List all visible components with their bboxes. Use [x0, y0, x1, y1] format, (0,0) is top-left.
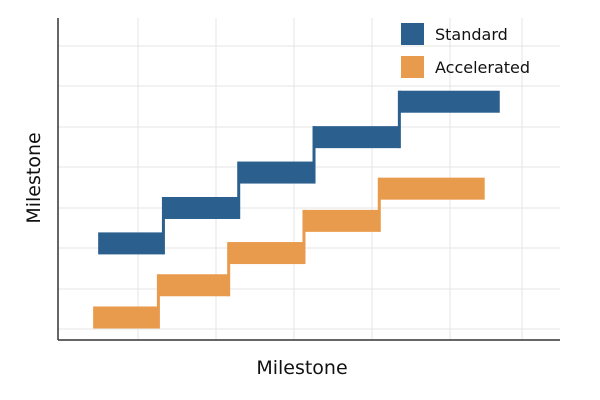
- legend: Standard Accelerated: [401, 23, 530, 78]
- y-axis-title: Milestone: [23, 132, 45, 223]
- standard-step-bar: [238, 161, 315, 184]
- accelerated-step-connector: [227, 242, 231, 297]
- standard-step-connector: [312, 126, 316, 184]
- standard-step-bar: [314, 126, 400, 149]
- standard-step-connector: [397, 90, 401, 149]
- standard-step-connector: [161, 196, 165, 255]
- x-axis-title: Milestone: [256, 357, 347, 379]
- accelerated-step-bar: [93, 306, 159, 329]
- standard-step-bar: [163, 196, 239, 219]
- standard-step-bar: [399, 90, 500, 113]
- standard-step-bar: [98, 232, 164, 255]
- accelerated-step-bar: [228, 242, 304, 265]
- accelerated-step-connector: [156, 274, 160, 329]
- legend-swatch-standard: [401, 23, 424, 45]
- legend-swatch-accelerated: [401, 56, 424, 78]
- accelerated-step-connector: [302, 209, 306, 265]
- axes: [57, 18, 560, 341]
- series-bars: [93, 90, 500, 329]
- accelerated-step-bar: [379, 177, 485, 200]
- accelerated-step-connector: [377, 177, 381, 232]
- series-standard: [98, 90, 500, 255]
- accelerated-step-bar: [158, 274, 229, 297]
- legend-label-accelerated: Accelerated: [435, 58, 530, 77]
- series-accelerated: [93, 177, 485, 329]
- standard-step-connector: [237, 161, 241, 219]
- legend-label-standard: Standard: [435, 25, 508, 44]
- accelerated-step-bar: [303, 209, 380, 232]
